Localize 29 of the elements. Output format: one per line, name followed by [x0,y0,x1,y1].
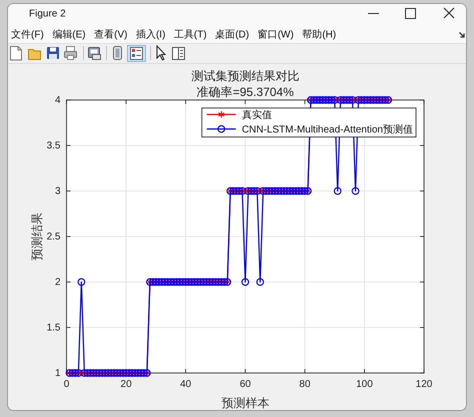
y-tick-label: 2.5 [46,232,61,243]
text: 工具(T) [174,30,207,40]
x-tick-label: 20 [120,379,132,390]
legend-label: CNN-LSTM-Multihead-Attention预测值 [242,124,413,136]
x-tick-label: 40 [180,379,192,390]
x-tick-label: 100 [356,379,374,390]
text: 窗口(W) [258,28,294,40]
y-tick-label: 4 [54,95,61,106]
x-tick-label: 120 [416,379,433,390]
y-tick-label: 2 [54,277,61,288]
legend-label: 真实值 [242,109,272,121]
x-tick-label: 60 [240,379,252,390]
y-tick-label: 1.5 [46,322,61,334]
y-tick-label: 3.5 [46,140,61,152]
text: 编辑(E) [52,28,86,40]
y-tick-label: 3 [54,186,61,198]
text: 插入(I) [136,28,166,40]
text: 文件(F) [11,28,44,40]
caption: Figure 2 [29,8,66,20]
text: 查看(V) [94,28,128,40]
y-axis-title: 预测结果 [30,212,44,260]
chart-title: 测试集预测结果对比 [191,69,300,83]
y-tick-label: 1 [54,368,61,380]
x-axis-title: 预测样本 [221,396,270,410]
chart-subtitle: 准确率=95.3704% [196,85,294,99]
text: 帮助(H) [302,28,336,40]
text: 桌面(D) [215,28,250,40]
x-tick-label: 0 [64,379,70,390]
x-tick-label: 80 [299,379,311,390]
